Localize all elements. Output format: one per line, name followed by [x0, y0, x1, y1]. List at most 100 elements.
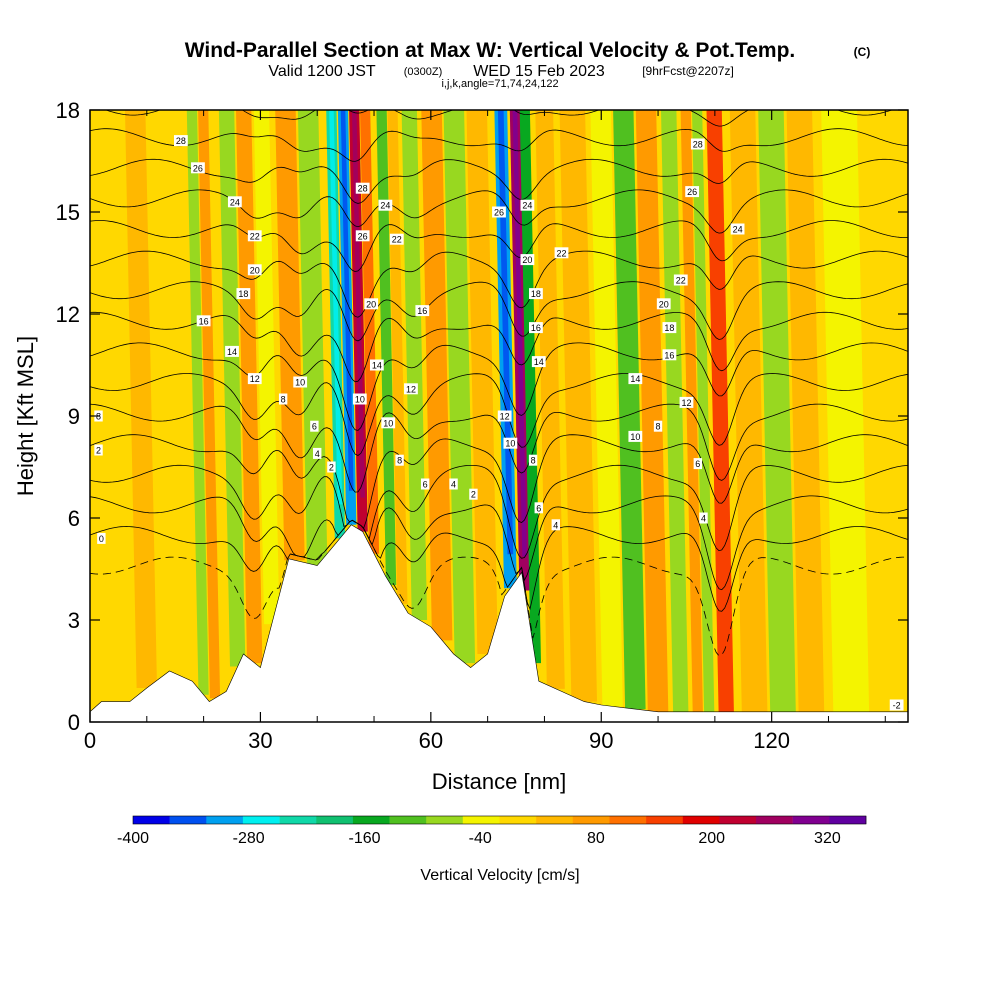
x-axis-ticks: 0 30 60 90 120 — [84, 110, 886, 753]
contour-label-text: 4 — [553, 520, 558, 530]
colorbar-tick-label: -40 — [469, 830, 492, 847]
theta-contour-line — [90, 519, 908, 657]
x-tick-label: 60 — [419, 728, 443, 753]
w-band — [421, 110, 453, 641]
contour-label-text: 22 — [250, 231, 260, 241]
w-band — [680, 110, 703, 712]
contour-label: 28 — [173, 135, 188, 147]
contour-label-text: 10 — [505, 439, 515, 449]
x-tick-label: 90 — [589, 728, 613, 753]
w-band — [125, 110, 157, 688]
contour-label-bg — [247, 264, 262, 276]
contour-label-text: 2 — [471, 490, 476, 500]
contour-label-text: 24 — [522, 201, 532, 211]
colorbar-swatch — [499, 816, 537, 824]
contour-label-text: 4 — [451, 480, 456, 490]
contour-label-text: 20 — [659, 299, 669, 309]
contour-label-bg — [278, 393, 288, 405]
contour-label: 8 — [528, 454, 538, 466]
contour-label-text: 16 — [199, 316, 209, 326]
contour-label: 12 — [404, 383, 418, 395]
contour-label: 14 — [369, 359, 384, 371]
contour-label: 22 — [389, 233, 404, 245]
colorbar-tick-label: 80 — [587, 830, 605, 847]
chart-title: Wind-Parallel Section at Max W: Vertical… — [185, 39, 796, 62]
contour-label-text: 2 — [329, 463, 334, 473]
contour-label-bg — [529, 322, 543, 334]
contour-label: 2 — [327, 461, 336, 473]
colorbar-swatch — [829, 816, 867, 824]
w-band — [466, 110, 498, 654]
colorbar-frame — [132, 815, 867, 825]
contour-label-bg — [497, 410, 512, 422]
w-band — [236, 110, 263, 664]
w-band — [148, 110, 180, 671]
valid-zulu: (0300Z) — [404, 66, 443, 78]
contour-label: 12 — [497, 410, 512, 422]
contour-label-bg — [173, 135, 188, 147]
contour-label-text: 14 — [630, 374, 640, 384]
contour-label: 24 — [520, 199, 535, 211]
theta-contour-line — [90, 128, 908, 162]
contour-label-text: 28 — [176, 136, 186, 146]
contour-label-bg — [236, 288, 251, 300]
contour-label: 0 — [97, 532, 106, 544]
contour-label-bg — [293, 376, 308, 388]
contour-label-text: 12 — [406, 384, 416, 394]
contour-label-text: 20 — [366, 299, 376, 309]
contour-label-text: 10 — [355, 395, 365, 405]
y-axis-label: Height [Kft MSL] — [13, 336, 38, 496]
theta-contour-line — [90, 220, 908, 273]
contour-label: 26 — [191, 162, 205, 174]
contour-label: 28 — [355, 182, 370, 194]
contour-label-text: 6 — [695, 459, 700, 469]
colorbar-tick-label: 320 — [814, 830, 841, 847]
theta-contour-line — [90, 403, 908, 493]
contour-label: 20 — [364, 298, 379, 310]
contour-label-text: 24 — [380, 201, 390, 211]
contour-label-text: 14 — [372, 361, 382, 371]
contour-label: 20 — [656, 298, 671, 310]
contour-label-text: 26 — [687, 187, 697, 197]
theta-contour-line — [90, 464, 908, 559]
colorbar-swatch — [609, 816, 647, 824]
colorbar-swatch — [316, 816, 354, 824]
colorbar-tick-label: -400 — [117, 830, 149, 847]
contour-label: 8 — [395, 454, 404, 466]
contour-label: 24 — [730, 223, 745, 235]
contour-label-bg — [225, 345, 239, 357]
contour-label-bg — [404, 383, 418, 395]
contour-label-bg — [420, 478, 430, 490]
contour-label-text: 4 — [701, 514, 706, 524]
colorbar-swatch — [756, 816, 793, 824]
x-tick-label: 0 — [84, 728, 96, 753]
contour-label: 6 — [310, 420, 319, 432]
contour-label: 14 — [531, 356, 546, 368]
contour-label-bg — [531, 356, 546, 368]
colorbar-swatch — [279, 816, 317, 824]
y-tick-label: 12 — [56, 302, 80, 327]
contour-label: 12 — [247, 373, 262, 385]
contour-label-text: 10 — [295, 378, 305, 388]
w-band — [198, 110, 221, 699]
contour-label-bg — [395, 454, 404, 466]
theta-contour-line — [90, 250, 908, 318]
contour-label: -2 — [889, 699, 904, 711]
colorbar-swatch — [682, 816, 720, 824]
contour-label: 20 — [520, 254, 535, 266]
w-band — [661, 110, 689, 712]
colorbar-swatch — [169, 816, 207, 824]
w-band — [635, 110, 669, 712]
w-band-core — [329, 110, 343, 505]
contour-label-bg — [364, 298, 379, 310]
colorbar-swatch — [352, 816, 390, 824]
colorbar-tick-label: -280 — [233, 830, 265, 847]
contour-label-bg — [415, 305, 430, 317]
contour-label: 20 — [247, 264, 262, 276]
contour-label-bg — [673, 274, 688, 286]
theta-contour-line — [90, 373, 908, 456]
contour-label: 22 — [554, 247, 569, 259]
contour-label-bg — [503, 437, 518, 449]
contour-label-bg — [551, 519, 561, 531]
